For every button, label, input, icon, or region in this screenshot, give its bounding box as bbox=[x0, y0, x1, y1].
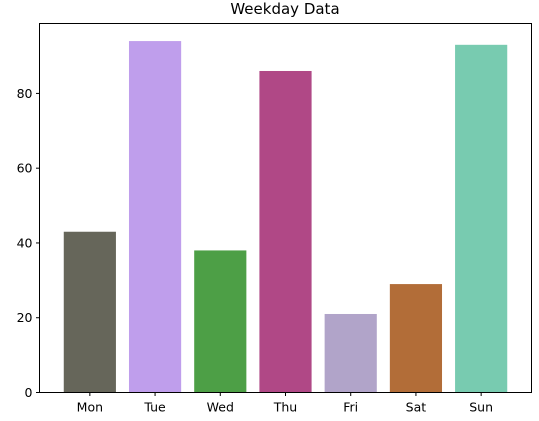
bar-sat bbox=[389, 284, 443, 393]
y-tick-label: 80 bbox=[17, 86, 33, 101]
bars-layer bbox=[63, 41, 508, 393]
x-tick-label: Fri bbox=[343, 400, 358, 415]
bar-mon bbox=[63, 231, 116, 393]
x-tick-label: Wed bbox=[207, 400, 234, 415]
x-tick-label: Mon bbox=[77, 400, 103, 415]
bar-thu bbox=[259, 70, 312, 393]
bar-tue bbox=[128, 41, 182, 393]
x-tick-label: Tue bbox=[143, 400, 166, 415]
plot-frame bbox=[39, 23, 532, 393]
x-tick-label: Sun bbox=[469, 400, 493, 415]
x-tick-label: Thu bbox=[273, 400, 297, 415]
y-tick-label: 60 bbox=[17, 161, 33, 176]
y-tick-label: 20 bbox=[17, 310, 33, 325]
bar-wed bbox=[194, 250, 247, 393]
bar-fri bbox=[324, 313, 377, 393]
y-axis: 0 20 40 60 80 bbox=[17, 86, 40, 400]
chart-title: Weekday Data bbox=[230, 0, 339, 18]
x-axis: Mon Tue Wed Thu Fri Sat Sun bbox=[77, 392, 493, 415]
x-tick-label: Sat bbox=[406, 400, 427, 415]
y-tick-label: 0 bbox=[25, 385, 33, 400]
bar-sun bbox=[455, 44, 508, 393]
y-tick-label: 40 bbox=[17, 235, 33, 250]
